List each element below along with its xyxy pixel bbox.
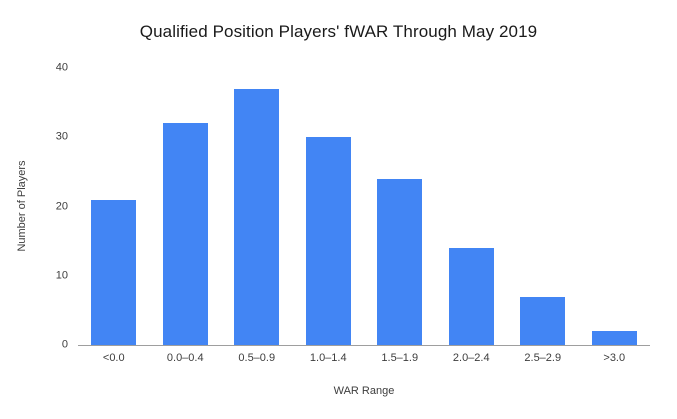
bar-slot (507, 68, 579, 345)
plot-area: 0 10 20 30 40 (56, 62, 650, 350)
bar-0.0–0.4 (162, 123, 208, 345)
bar-2.5–2.9 (520, 296, 566, 345)
bars-container (78, 68, 650, 345)
x-axis-ticks: <0.0 0.0–0.4 0.5–0.9 1.0–1.4 1.5–1.9 2.0–2.4 2… (78, 352, 650, 364)
bar-1.5–1.9 (377, 178, 423, 345)
y-axis-title: Number of Players (16, 160, 28, 252)
x-tick-label: 1.0–1.4 (309, 352, 347, 364)
bar-slot (150, 68, 222, 345)
bar-1.0–1.4 (305, 137, 351, 345)
bar-<0.0 (91, 199, 137, 345)
bar-slot (221, 68, 293, 345)
chart-title: Qualified Position Players' fWAR Through… (139, 22, 538, 41)
y-tick-label: 10 (55, 269, 68, 282)
x-axis-title: WAR Range (333, 385, 395, 397)
x-tick-label: 1.5–1.9 (381, 352, 419, 364)
bar-slot (293, 68, 365, 345)
x-tick-label: 2.5–2.9 (524, 352, 562, 364)
bar-slot (364, 68, 436, 345)
bar-slot (78, 68, 150, 345)
x-tick-label: 0.5–0.9 (238, 352, 276, 364)
x-tick-label: >3.0 (603, 352, 626, 364)
bar-slot (579, 68, 651, 345)
y-tick-label: 30 (55, 130, 68, 143)
y-tick-label: 40 (55, 61, 68, 74)
bar-2.0–2.4 (448, 248, 494, 345)
y-tick-label: 0 (61, 338, 68, 351)
y-tick-label: 20 (55, 200, 68, 212)
bar-0.5–0.9 (234, 88, 280, 345)
x-tick-label: <0.0 (102, 352, 125, 364)
bar->3.0 (591, 331, 637, 345)
x-tick-label: 2.0–2.4 (452, 352, 490, 364)
bar-slot (436, 68, 508, 345)
x-tick-label: 0.0–0.4 (166, 352, 204, 364)
